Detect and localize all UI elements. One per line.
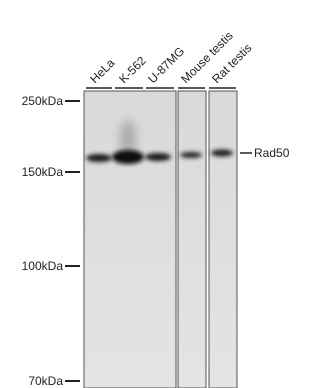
lane-labels: HeLa K-562 U-87MG Mouse testis Rat testi… [87,29,254,87]
blot-figure: HeLa K-562 U-87MG Mouse testis Rat testi… [0,0,304,388]
marker-label: 150kDa [22,165,64,179]
band [112,150,144,164]
band [145,153,171,161]
band [180,152,202,158]
lane-label: K-562 [116,53,149,86]
band [86,154,112,162]
markers: 250kDa 150kDa 100kDa 70kDa [22,94,80,388]
blot-panels [84,91,237,388]
lane-label: HeLa [87,56,117,86]
marker-label: 250kDa [22,94,64,108]
blot-panel [209,91,237,388]
band-label: Rad50 [254,146,290,160]
marker-label: 70kDa [28,374,63,388]
marker-label: 100kDa [22,259,64,273]
blot-panel [178,91,206,388]
band [211,150,233,157]
